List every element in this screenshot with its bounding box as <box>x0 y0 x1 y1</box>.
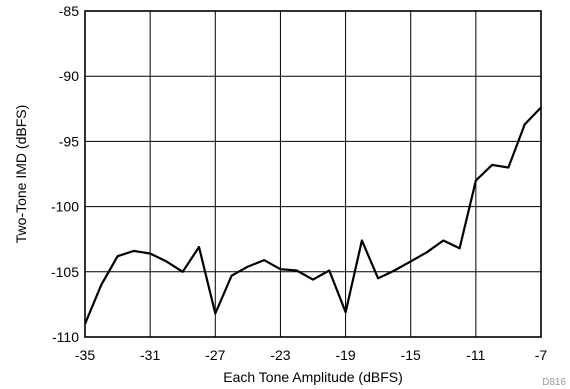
y-tick-label: -100 <box>51 199 79 215</box>
plot-frame <box>84 10 542 338</box>
x-tick-label: -11 <box>466 347 485 363</box>
x-tick-label: -19 <box>335 347 355 363</box>
figure-code: D816 <box>542 377 566 388</box>
x-tick-label: -23 <box>270 347 290 363</box>
x-tick-label: -31 <box>140 347 160 363</box>
y-tick-label: -105 <box>51 264 79 280</box>
x-tick-label: -35 <box>75 347 95 363</box>
x-tick-labels: -35 -31 -27 -23 -19 -15 -11 -7 <box>75 347 548 363</box>
series-line-imd <box>83 106 542 325</box>
x-axis-title: Each Tone Amplitude (dBFS) <box>223 369 403 385</box>
y-axis-title: Two-Tone IMD (dBFS) <box>13 105 29 243</box>
y-tick-label: -95 <box>59 133 79 149</box>
y-tick-label: -85 <box>59 3 79 19</box>
y-tick-label: -110 <box>52 329 79 345</box>
y-tick-label: -90 <box>59 68 79 84</box>
y-tick-labels: -85 -90 -95 -100 -105 -110 <box>51 3 79 345</box>
grid-lines <box>85 11 541 337</box>
x-tick-label: -15 <box>401 347 421 363</box>
x-tick-label: -7 <box>535 347 548 363</box>
x-tick-label: -27 <box>205 347 225 363</box>
